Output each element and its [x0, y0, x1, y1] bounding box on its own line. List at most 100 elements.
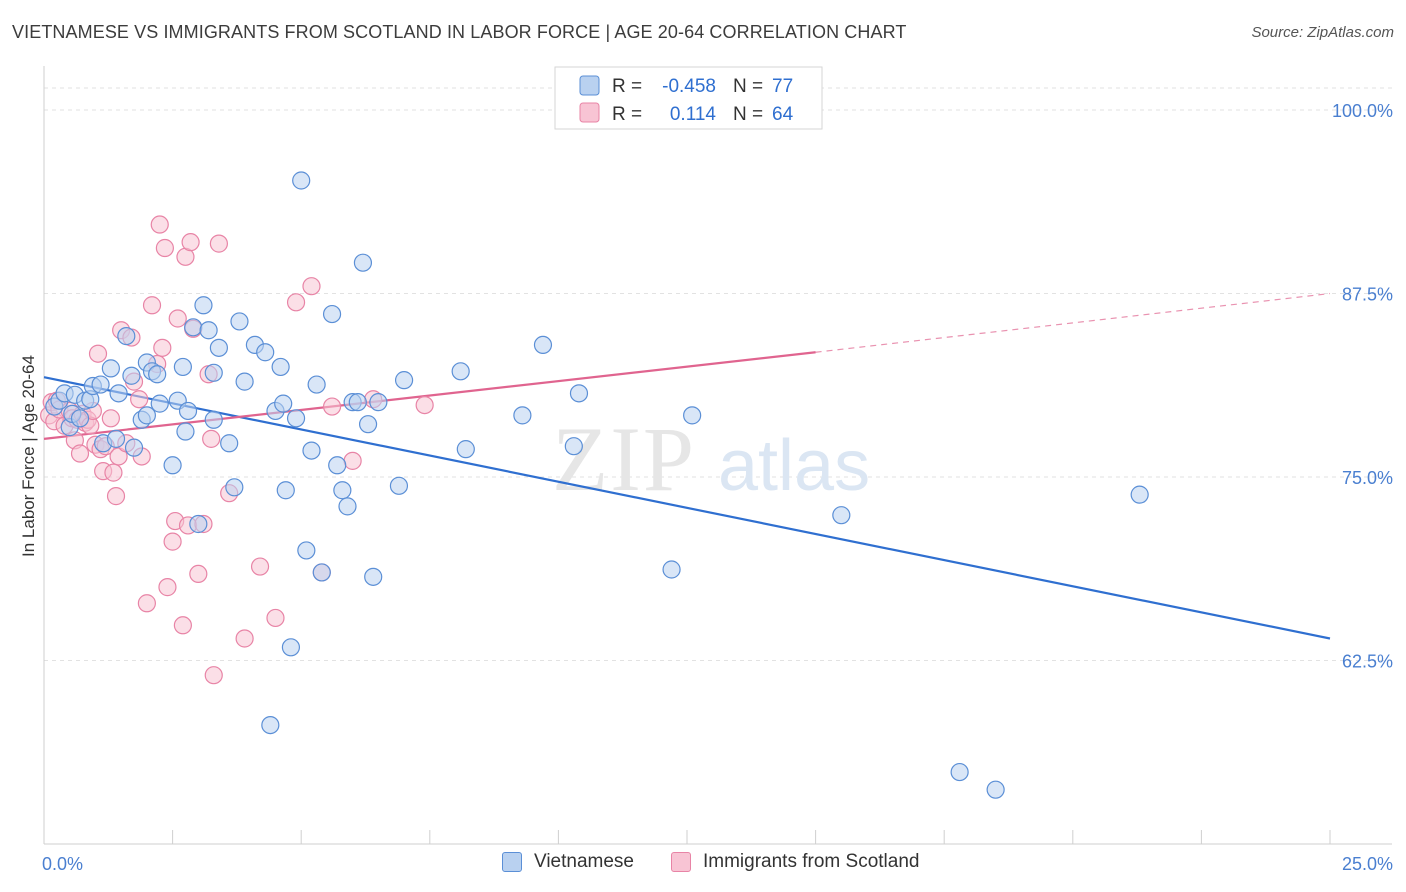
legend-item-vietnamese: Vietnamese: [502, 851, 634, 873]
vietnamese-point: [364, 567, 383, 586]
legend-swatch-vietnamese: [502, 852, 522, 872]
vietnamese-point: [322, 304, 342, 324]
vietnamese-point: [394, 371, 414, 390]
vietnamese-point: [451, 362, 470, 381]
x-tick-labels: 0.0% 25.0%: [42, 854, 1393, 874]
vietnamese-point: [328, 456, 347, 475]
scotland-point: [168, 309, 187, 328]
vietnamese-point: [91, 375, 110, 394]
vietnamese-point: [297, 541, 316, 560]
scotland-point: [302, 277, 321, 296]
scotland-point: [181, 233, 200, 252]
scotland-point: [142, 296, 162, 315]
vietnamese-point: [163, 456, 182, 475]
legend-item-scotland: Immigrants from Scotland: [671, 851, 919, 873]
vietnamese-point: [312, 563, 331, 582]
vietnamese-point: [338, 497, 357, 516]
vietnamese-point: [204, 410, 223, 429]
watermark-zip: ZIP: [552, 408, 696, 510]
scotland-point: [322, 397, 342, 416]
stats-swatch-pink: [579, 102, 600, 123]
scotland-trend-extension: [815, 292, 1331, 353]
trend-lines: [43, 292, 1331, 640]
scotland-point: [250, 557, 270, 576]
scotland-point: [202, 429, 221, 448]
scotland-point: [70, 444, 90, 463]
scotland-trend-line: [43, 351, 816, 440]
legend-label-vietnamese: Vietnamese: [534, 851, 634, 872]
vietnamese-point: [950, 762, 969, 782]
vietnamese-point: [569, 384, 589, 403]
data-points: [40, 99, 1149, 799]
vietnamese-point: [662, 560, 681, 579]
scotland-point: [204, 666, 223, 685]
y-tick-label: 100.0%: [1332, 101, 1393, 121]
scotland-point: [130, 390, 149, 409]
scotland-point: [173, 616, 192, 635]
vietnamese-point: [456, 440, 475, 459]
vietnamese-point: [199, 321, 218, 340]
axes: [43, 66, 1392, 845]
vietnamese-point: [189, 514, 208, 534]
vietnamese-point: [106, 429, 126, 448]
vietnamese-trend-line: [43, 376, 1331, 640]
vietnamese-point: [302, 441, 321, 460]
vietnamese-point: [235, 372, 254, 391]
vietnamese-point: [209, 338, 228, 357]
scotland-point: [343, 451, 362, 470]
x-tick-label: 0.0%: [42, 854, 83, 874]
scotland-point: [104, 463, 123, 482]
vietnamese-point: [369, 393, 388, 412]
vietnamese-point: [70, 409, 90, 428]
vietnamese-point: [274, 394, 293, 413]
stats-r-label-2: R =: [612, 104, 642, 125]
vietnamese-point: [271, 357, 290, 377]
stats-swatch-blue: [579, 75, 600, 96]
chart-title: VIETNAMESE VS IMMIGRANTS FROM SCOTLAND I…: [12, 22, 907, 42]
scotland-point: [189, 564, 208, 584]
vietnamese-point: [148, 365, 167, 384]
vietnamese-point: [276, 481, 295, 500]
y-tick-label: 87.5%: [1342, 285, 1393, 305]
vietnamese-point: [261, 715, 280, 735]
vietnamese-point: [986, 780, 1005, 799]
stats-n-label-2: N =: [733, 104, 763, 125]
scotland-point: [286, 293, 306, 312]
legend-swatch-scotland: [671, 852, 691, 872]
y-tick-labels: 100.0% 87.5% 75.0% 62.5%: [1332, 101, 1393, 671]
source-label: Source: ZipAtlas.com: [1251, 24, 1394, 41]
vietnamese-point: [281, 638, 301, 657]
scotland-point: [163, 532, 182, 551]
legend-label-scotland: Immigrants from Scotland: [703, 851, 920, 872]
vietnamese-point: [194, 296, 213, 315]
vietnamese-point: [1130, 485, 1149, 504]
stats-n-value-1: 77: [772, 76, 793, 97]
vietnamese-point: [564, 437, 583, 456]
scotland-point: [150, 215, 169, 234]
vietnamese-point: [683, 406, 702, 425]
vietnamese-point: [353, 253, 373, 272]
scotland-point: [101, 409, 120, 428]
series-legend: Vietnamese Immigrants from Scotland: [0, 851, 1406, 879]
vietnamese-point: [137, 406, 156, 425]
stats-legend: R = -0.458 N = 77 R = 0.114 N = 64: [554, 66, 823, 130]
scotland-point: [153, 338, 172, 357]
vietnamese-point: [348, 393, 367, 412]
scotland-point: [415, 395, 434, 415]
scotland-point: [155, 238, 174, 258]
watermark: ZIP atlas: [552, 408, 870, 510]
scotland-point: [235, 629, 254, 648]
vietnamese-point: [389, 476, 409, 495]
vietnamese-point: [178, 401, 198, 421]
vietnamese-point: [176, 422, 195, 441]
scotland-point: [88, 344, 108, 363]
vietnamese-point: [109, 384, 128, 403]
vietnamese-point: [225, 478, 244, 497]
vietnamese-point: [256, 343, 275, 362]
vietnamese-point: [533, 335, 553, 355]
stats-r-value-2: 0.114: [670, 104, 717, 125]
scotland-point: [266, 608, 285, 628]
vietnamese-point: [124, 438, 144, 457]
scotland-point: [158, 578, 177, 597]
